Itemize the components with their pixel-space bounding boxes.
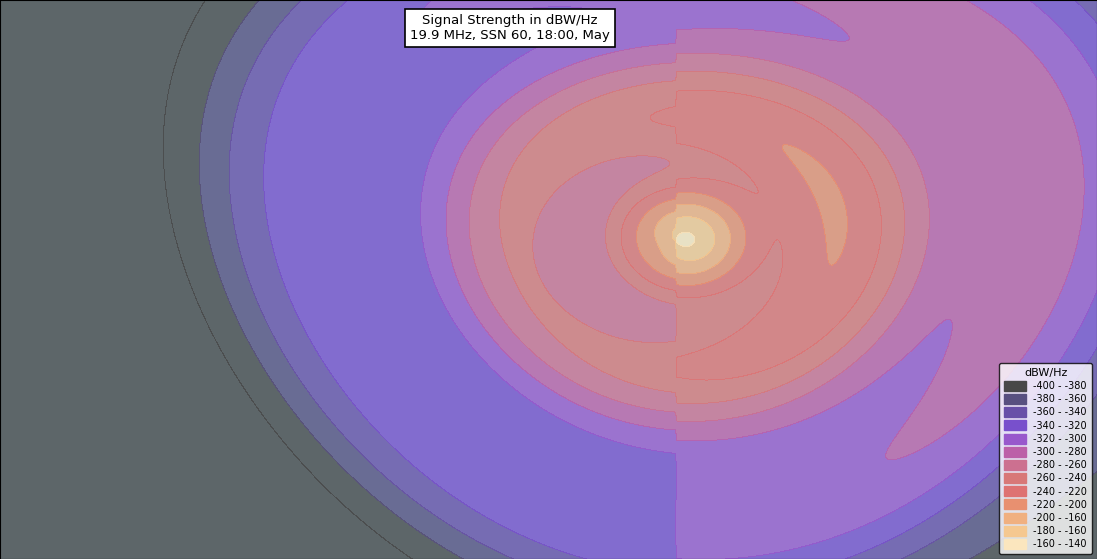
Text: Signal Strength in dBW/Hz
19.9 MHz, SSN 60, 18:00, May: Signal Strength in dBW/Hz 19.9 MHz, SSN … [410,14,610,42]
Legend: -400 - -380, -380 - -360, -360 - -340, -340 - -320, -320 - -300, -300 - -280, -2: -400 - -380, -380 - -360, -360 - -340, -… [999,363,1093,554]
